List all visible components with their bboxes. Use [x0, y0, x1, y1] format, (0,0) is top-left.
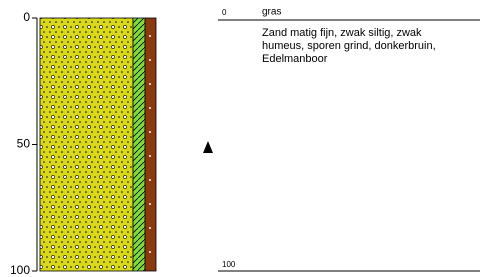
sand-column — [40, 18, 133, 271]
layer-name: gras — [262, 7, 281, 18]
depth-tick-label: 0 — [23, 10, 30, 24]
depth-tick-label: 50 — [17, 137, 31, 151]
layer-description: Zand matig fijn, zwak siltig, zwak humeu… — [262, 27, 452, 66]
depth-tick-label: 100 — [10, 263, 30, 277]
layer-top-label: 0 — [222, 8, 227, 17]
layer-bottom-label: 100 — [222, 260, 236, 269]
humus-strip — [145, 18, 156, 271]
borehole-log: 0 50 100 0 gras 100 Zand matig fijn, zwak sil… — [0, 0, 486, 277]
silt-strip — [133, 18, 145, 271]
groundwater-marker — [203, 141, 213, 153]
